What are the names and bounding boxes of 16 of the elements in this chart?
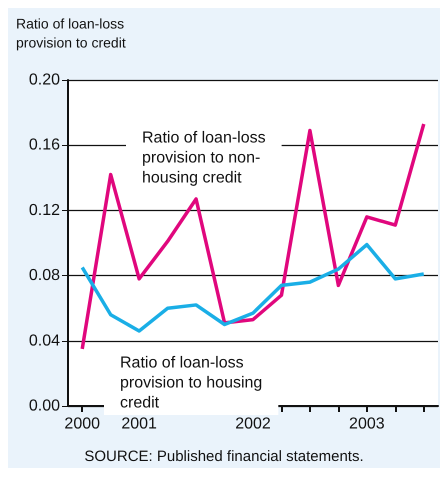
y-tick-label: 0.12 bbox=[28, 202, 60, 219]
y-tick-label: 0.20 bbox=[28, 72, 60, 88]
x-tick-label: 2002 bbox=[235, 416, 271, 432]
x-tick-label: 2003 bbox=[349, 416, 385, 432]
y-tick-label: 0.04 bbox=[28, 332, 60, 350]
x-tick-label: 2000 bbox=[64, 416, 100, 432]
series-label: Ratio of loan-loss provision to housing credit bbox=[120, 354, 262, 412]
source-note: SOURCE: Published financial statements. bbox=[84, 448, 364, 465]
y-tick-label: 0.08 bbox=[28, 267, 60, 284]
series-label: Ratio of loan-loss provision to non- housing credit bbox=[142, 130, 266, 186]
y-tick-label: 0.00 bbox=[28, 398, 60, 414]
y-tick-label: 0.16 bbox=[28, 136, 60, 154]
line-series bbox=[80, 242, 426, 333]
y-axis-title: Ratio of loan-loss provision to credit bbox=[16, 16, 126, 50]
line-series bbox=[80, 122, 426, 351]
x-tick-label: 2001 bbox=[121, 416, 158, 432]
